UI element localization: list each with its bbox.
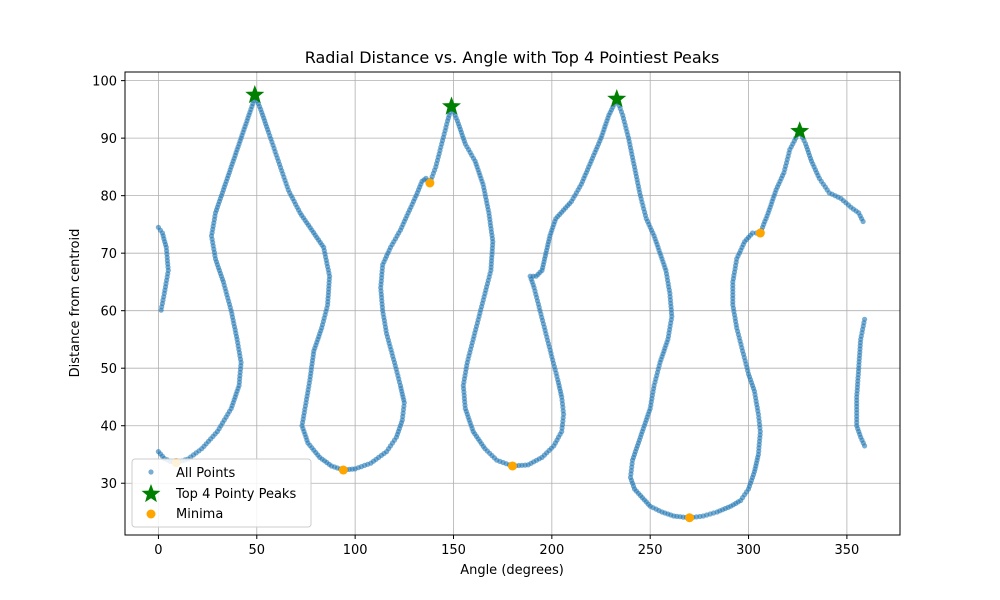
- minimum-point: [338, 465, 348, 475]
- x-tick-label: 150: [441, 543, 466, 558]
- legend-label-all-points: All Points: [176, 466, 236, 481]
- x-tick-label: 50: [249, 543, 266, 558]
- x-tick-label: 350: [834, 543, 859, 558]
- y-tick-label: 80: [100, 190, 117, 205]
- axis-ticks: 0 50 100 150 200 250 300 350 30 40 50 60 70 80 90 100: [92, 75, 859, 558]
- x-tick-label: 250: [638, 543, 663, 558]
- data-point: [861, 443, 868, 449]
- data-point: [749, 230, 756, 236]
- x-tick-label: 200: [539, 543, 564, 558]
- legend-label-minima: Minima: [176, 507, 223, 522]
- data-point: [158, 307, 164, 313]
- y-tick-label: 50: [100, 362, 117, 377]
- data-point: [860, 218, 866, 225]
- legend-marker-peaks: [141, 484, 161, 503]
- legend-box: [131, 458, 312, 528]
- minimum-point: [685, 513, 695, 523]
- peak-star: [245, 85, 265, 104]
- chart-title: Radial Distance vs. Angle with Top 4 Poi…: [305, 48, 720, 67]
- y-tick-label: 100: [92, 75, 117, 90]
- x-tick-label: 100: [343, 543, 368, 558]
- y-tick-label: 90: [100, 132, 117, 147]
- y-tick-label: 60: [100, 305, 117, 320]
- x-axis-label: Angle (degrees): [460, 563, 564, 578]
- minimum-point: [508, 461, 517, 471]
- y-tick-label: 70: [100, 247, 117, 262]
- y-tick-label: 30: [100, 477, 117, 492]
- y-axis-label: Distance from centroid: [68, 229, 83, 378]
- legend-marker-all-points: [148, 469, 154, 475]
- x-tick-label: 300: [736, 543, 761, 558]
- minimum-point: [425, 178, 435, 188]
- data-points: [155, 85, 868, 523]
- minimum-point: [755, 228, 765, 238]
- plot-frame: [124, 71, 901, 536]
- legend-marker-minima: [146, 509, 156, 519]
- peak-star: [790, 121, 810, 140]
- legend: All Points Top 4 Pointy Peaks Minima: [131, 458, 312, 528]
- peak-star: [442, 96, 461, 115]
- legend-label-peaks: Top 4 Pointy Peaks: [175, 487, 296, 502]
- y-tick-label: 40: [100, 420, 117, 435]
- x-tick-label: 0: [154, 543, 162, 558]
- peak-star: [607, 89, 627, 108]
